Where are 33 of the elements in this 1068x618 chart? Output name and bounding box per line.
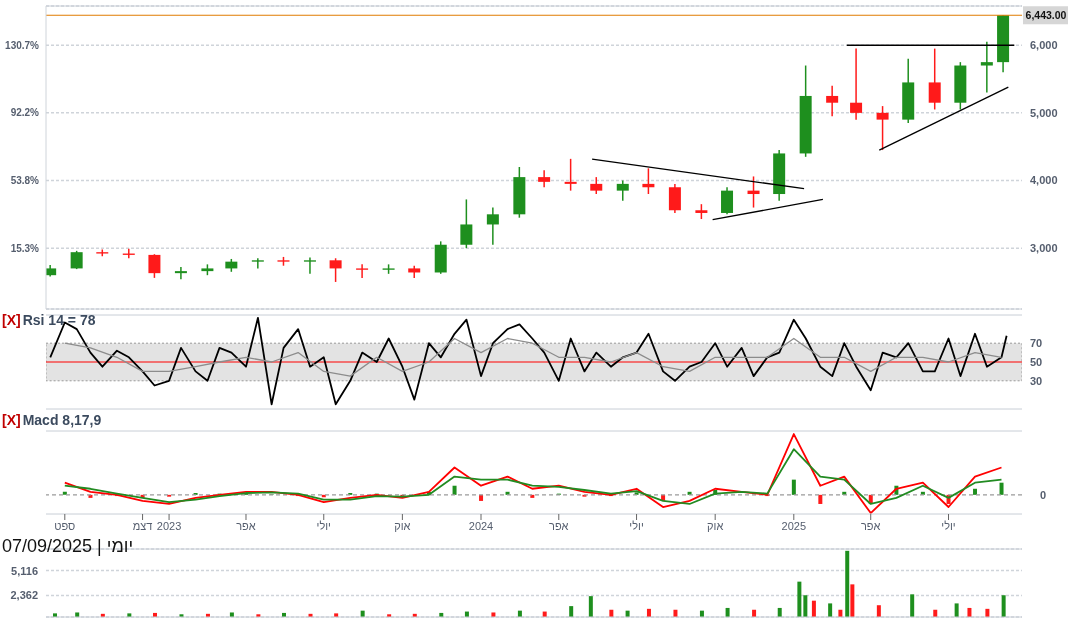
x-tick-label: אפר: [860, 519, 881, 532]
y2-tick-label: 130.7%: [5, 39, 40, 51]
y2-tick-label: 15.3%: [10, 242, 40, 254]
x-tick-label: יולי: [629, 519, 644, 532]
chart-title: Rsi 14 = 78: [22, 312, 96, 328]
chart-title: יומי | 07/09/2025: [2, 536, 134, 556]
y-tick-label: 2,362: [10, 589, 38, 602]
y2-tick-label: 92.2%: [10, 107, 40, 119]
x-tick-label: אפר: [236, 519, 256, 532]
x-tick-label: אפר: [549, 519, 569, 532]
y2-tick-label: 53.8%: [10, 174, 40, 186]
text: [X]: [2, 312, 21, 328]
x-tick-label: 2023: [156, 519, 182, 532]
x-tick-label: דצמ: [132, 519, 153, 532]
y-tick-label: 6,000: [1030, 39, 1058, 52]
y-tick-label: 3,000: [1030, 242, 1058, 255]
ref-line-label: 0: [1039, 488, 1047, 501]
ref-line-label: 6,443.00: [1025, 9, 1067, 22]
x-tick-label: ספט: [54, 519, 76, 532]
x-tick-label: 2024: [468, 519, 494, 532]
y-tick-label: 50: [1030, 355, 1043, 368]
x-tick-label: יולי: [316, 519, 331, 532]
y-tick-label: 30: [1030, 374, 1043, 387]
y-tick-label: 5,116: [11, 564, 38, 577]
x-tick-label: אוק: [707, 519, 724, 532]
y-tick-label: 5,000: [1030, 106, 1058, 119]
y-tick-label: 70: [1030, 337, 1043, 350]
x-tick-label: 2025: [781, 519, 807, 532]
y-tick-label: 4,000: [1030, 174, 1058, 187]
x-tick-label: אוק: [394, 519, 411, 532]
x-tick-label: יולי: [941, 519, 956, 532]
text: [X]: [2, 412, 21, 428]
chart-title: Macd 8,17,9: [22, 412, 102, 428]
